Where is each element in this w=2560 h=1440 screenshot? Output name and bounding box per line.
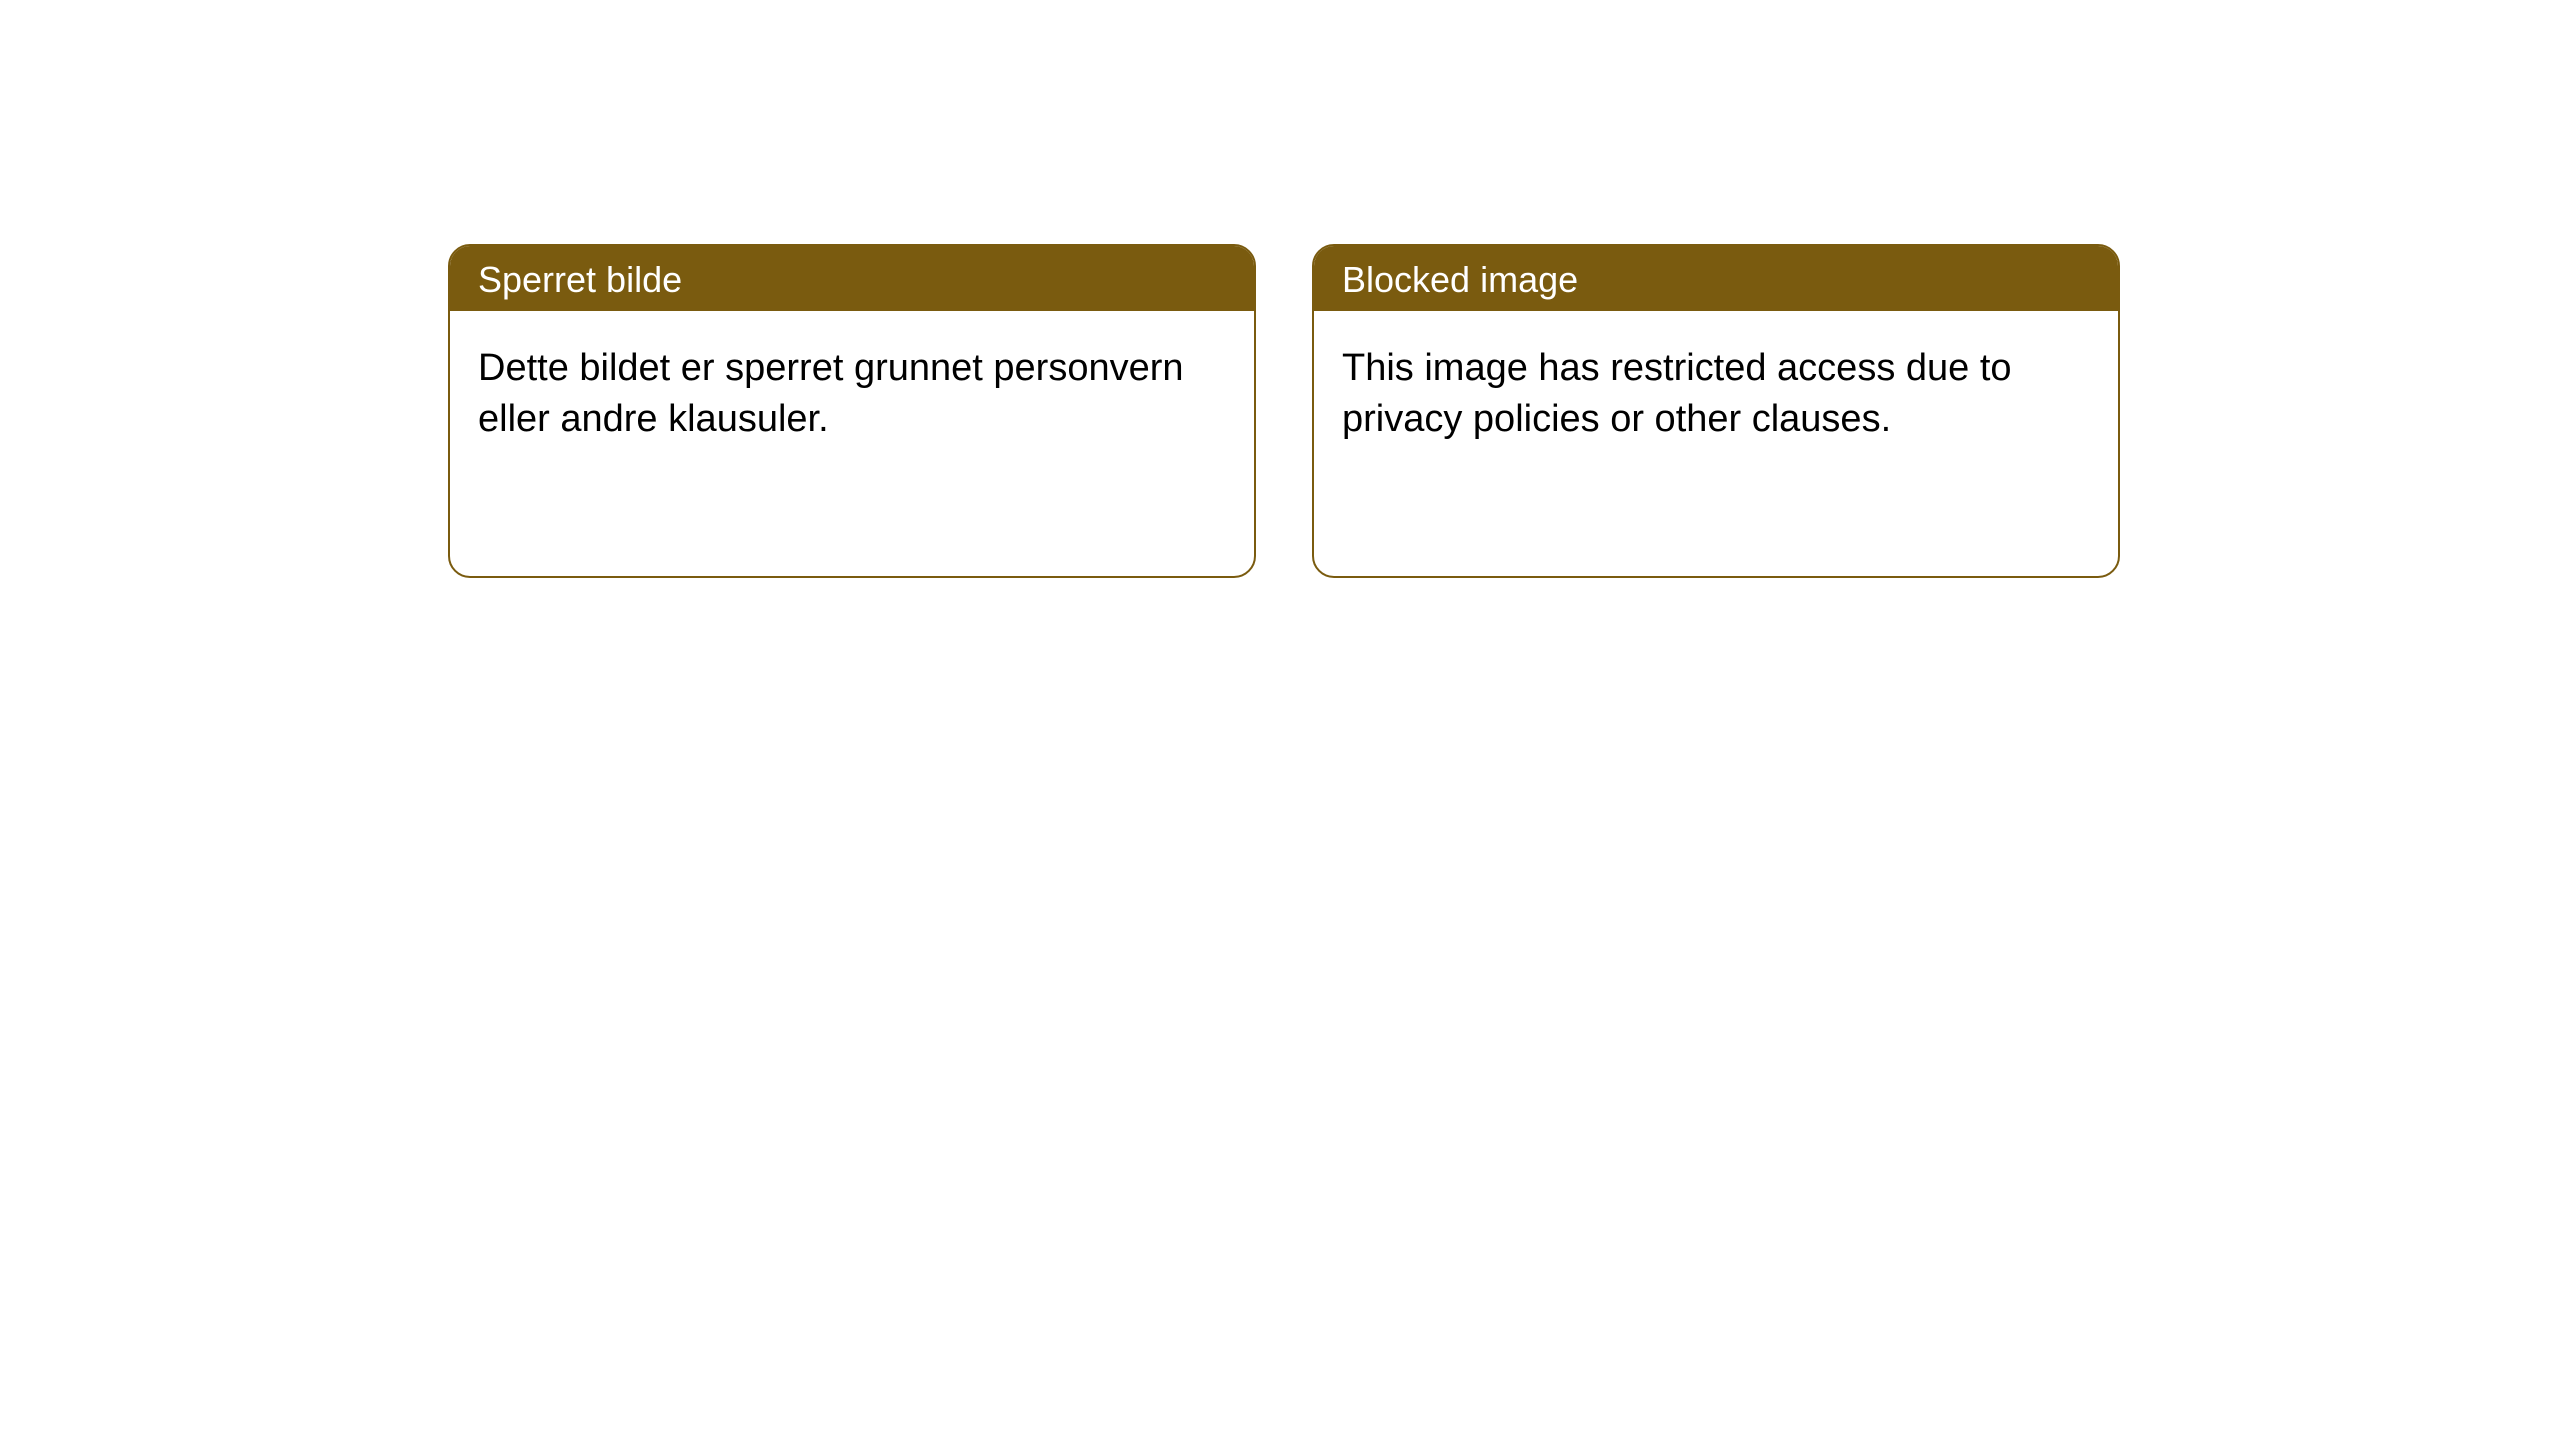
card-header-no: Sperret bilde (450, 246, 1254, 311)
blocked-image-card-en: Blocked image This image has restricted … (1312, 244, 2120, 578)
cards-container: Sperret bilde Dette bildet er sperret gr… (0, 0, 2560, 578)
blocked-image-card-no: Sperret bilde Dette bildet er sperret gr… (448, 244, 1256, 578)
card-header-en: Blocked image (1314, 246, 2118, 311)
card-body-no: Dette bildet er sperret grunnet personve… (450, 311, 1254, 478)
card-body-en: This image has restricted access due to … (1314, 311, 2118, 478)
